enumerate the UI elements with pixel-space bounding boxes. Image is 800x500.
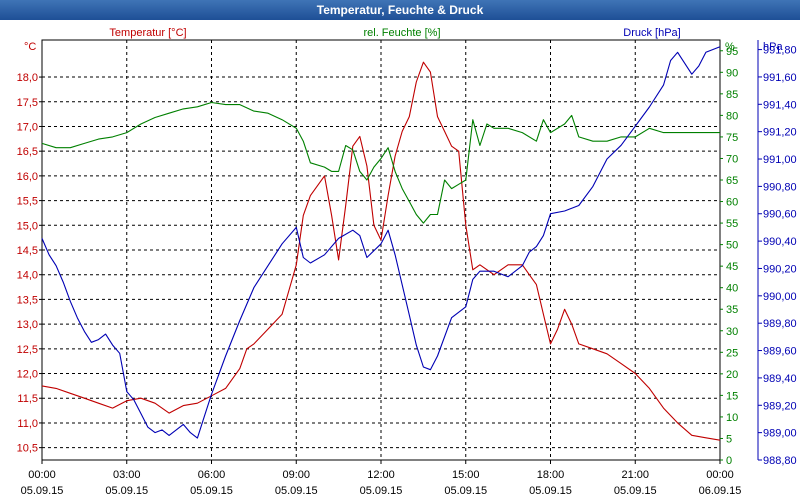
left-axis-tick-label: 16,5 [17,146,38,158]
chart-axes: °C Temperatur [°C] rel. Feuchte [%] % Dr… [17,27,797,497]
pressure-axis-tick-label: 991,60 [763,72,797,84]
x-axis-tick-time: 09:00 [282,469,310,481]
pressure-axis-tick-label: 990,20 [763,263,797,275]
pressure-axis-tick-label: 989,00 [763,428,797,440]
x-axis-tick-date: 05.09.15 [614,485,657,497]
pressure-axis-tick-label: 988,80 [763,455,797,467]
humidity-axis-tick-label: 25 [726,347,738,359]
humidity-axis-tick-label: 90 [726,67,738,79]
humidity-axis-tick-label: 80 [726,110,738,122]
left-axis-tick-label: 10,5 [17,443,38,455]
humidity-axis-tick-label: 5 [726,433,732,445]
humidity-axis-tick-label: 50 [726,240,738,252]
humidity-axis-tick-label: 60 [726,197,738,209]
left-axis-tick-label: 17,0 [17,121,38,133]
middle-axis-unit: % [725,41,735,53]
humidity-axis-tick-label: 95 [726,46,738,58]
left-axis-tick-label: 13,5 [17,294,38,306]
pressure-axis-tick-label: 989,20 [763,400,797,412]
humidity-axis-tick-label: 15 [726,390,738,402]
left-axis-tick-label: 15,5 [17,196,38,208]
left-axis-tick-label: 11,0 [17,418,38,430]
humidity-axis-tick-label: 30 [726,326,738,338]
right-axis-title: Druck [hPa] [623,27,680,39]
pressure-axis-tick-label: 990,80 [763,181,797,193]
x-axis-tick-date: 05.09.15 [529,485,572,497]
humidity-axis-tick-label: 85 [726,89,738,101]
left-axis-tick-label: 11,5 [17,393,38,405]
x-axis-tick-time: 18:00 [537,469,565,481]
left-axis-tick-label: 14,5 [17,245,38,257]
humidity-axis-tick-label: 75 [726,132,738,144]
right-axis-unit: hPa [763,41,783,53]
temperature-series-line [41,61,721,441]
x-axis-tick-date: 05.09.15 [275,485,318,497]
left-axis-tick-label: 13,0 [17,319,38,331]
chart-series [41,46,721,441]
x-axis-tick-date: 05.09.15 [105,485,148,497]
pressure-axis-tick-label: 991,00 [763,154,797,166]
chart-window-title: Temperatur, Feuchte & Druck [0,0,800,20]
x-axis-tick-date: 05.09.15 [21,485,64,497]
x-axis-tick-time: 00:00 [28,469,56,481]
x-axis-tick-time: 21:00 [621,469,649,481]
humidity-axis-tick-label: 20 [726,369,738,381]
chart-area: °C Temperatur [°C] rel. Feuchte [%] % Dr… [17,27,797,497]
x-axis-tick-date: 05.09.15 [444,485,487,497]
pressure-axis-tick-label: 991,80 [763,45,797,57]
pressure-axis-tick-label: 989,60 [763,346,797,358]
left-axis-title: Temperatur [°C] [109,27,186,39]
left-axis-tick-label: 12,5 [17,344,38,356]
x-axis-tick-date: 05.09.15 [360,485,403,497]
x-axis-tick-time: 00:00 [706,469,734,481]
humidity-axis-tick-label: 65 [726,175,738,187]
humidity-axis-tick-label: 55 [726,218,738,230]
humidity-axis-tick-label: 70 [726,153,738,165]
left-axis-tick-label: 15,0 [17,220,38,232]
x-axis-tick-time: 12:00 [367,469,395,481]
left-axis-tick-label: 17,5 [17,97,38,109]
pressure-series-line [41,46,721,439]
x-axis-tick-time: 03:00 [113,469,141,481]
left-axis-unit: °C [24,41,36,53]
pressure-axis-tick-label: 991,40 [763,99,797,111]
middle-axis-title: rel. Feuchte [%] [363,27,440,39]
humidity-series-line [41,101,720,224]
chart-grid [42,40,720,460]
x-axis-tick-time: 15:00 [452,469,480,481]
x-axis-tick-time: 06:00 [198,469,226,481]
pressure-axis-tick-label: 991,20 [763,127,797,139]
pressure-axis-tick-label: 990,00 [763,291,797,303]
humidity-axis-tick-label: 40 [726,283,738,295]
humidity-axis-tick-label: 0 [726,455,732,467]
pressure-axis-tick-label: 990,60 [763,209,797,221]
x-axis-tick-date: 05.09.15 [190,485,233,497]
humidity-axis-tick-label: 10 [726,412,738,424]
left-axis-tick-label: 18,0 [17,72,38,84]
humidity-axis-tick-label: 35 [726,304,738,316]
left-axis-tick-label: 14,0 [17,270,38,282]
pressure-axis-tick-label: 989,80 [763,318,797,330]
pressure-axis-tick-label: 990,40 [763,236,797,248]
x-axis-tick-date: 06.09.15 [699,485,742,497]
left-axis-tick-label: 16,0 [17,171,38,183]
humidity-axis-tick-label: 45 [726,261,738,273]
left-axis-tick-label: 12,0 [17,369,38,381]
pressure-axis-tick-label: 989,40 [763,373,797,385]
